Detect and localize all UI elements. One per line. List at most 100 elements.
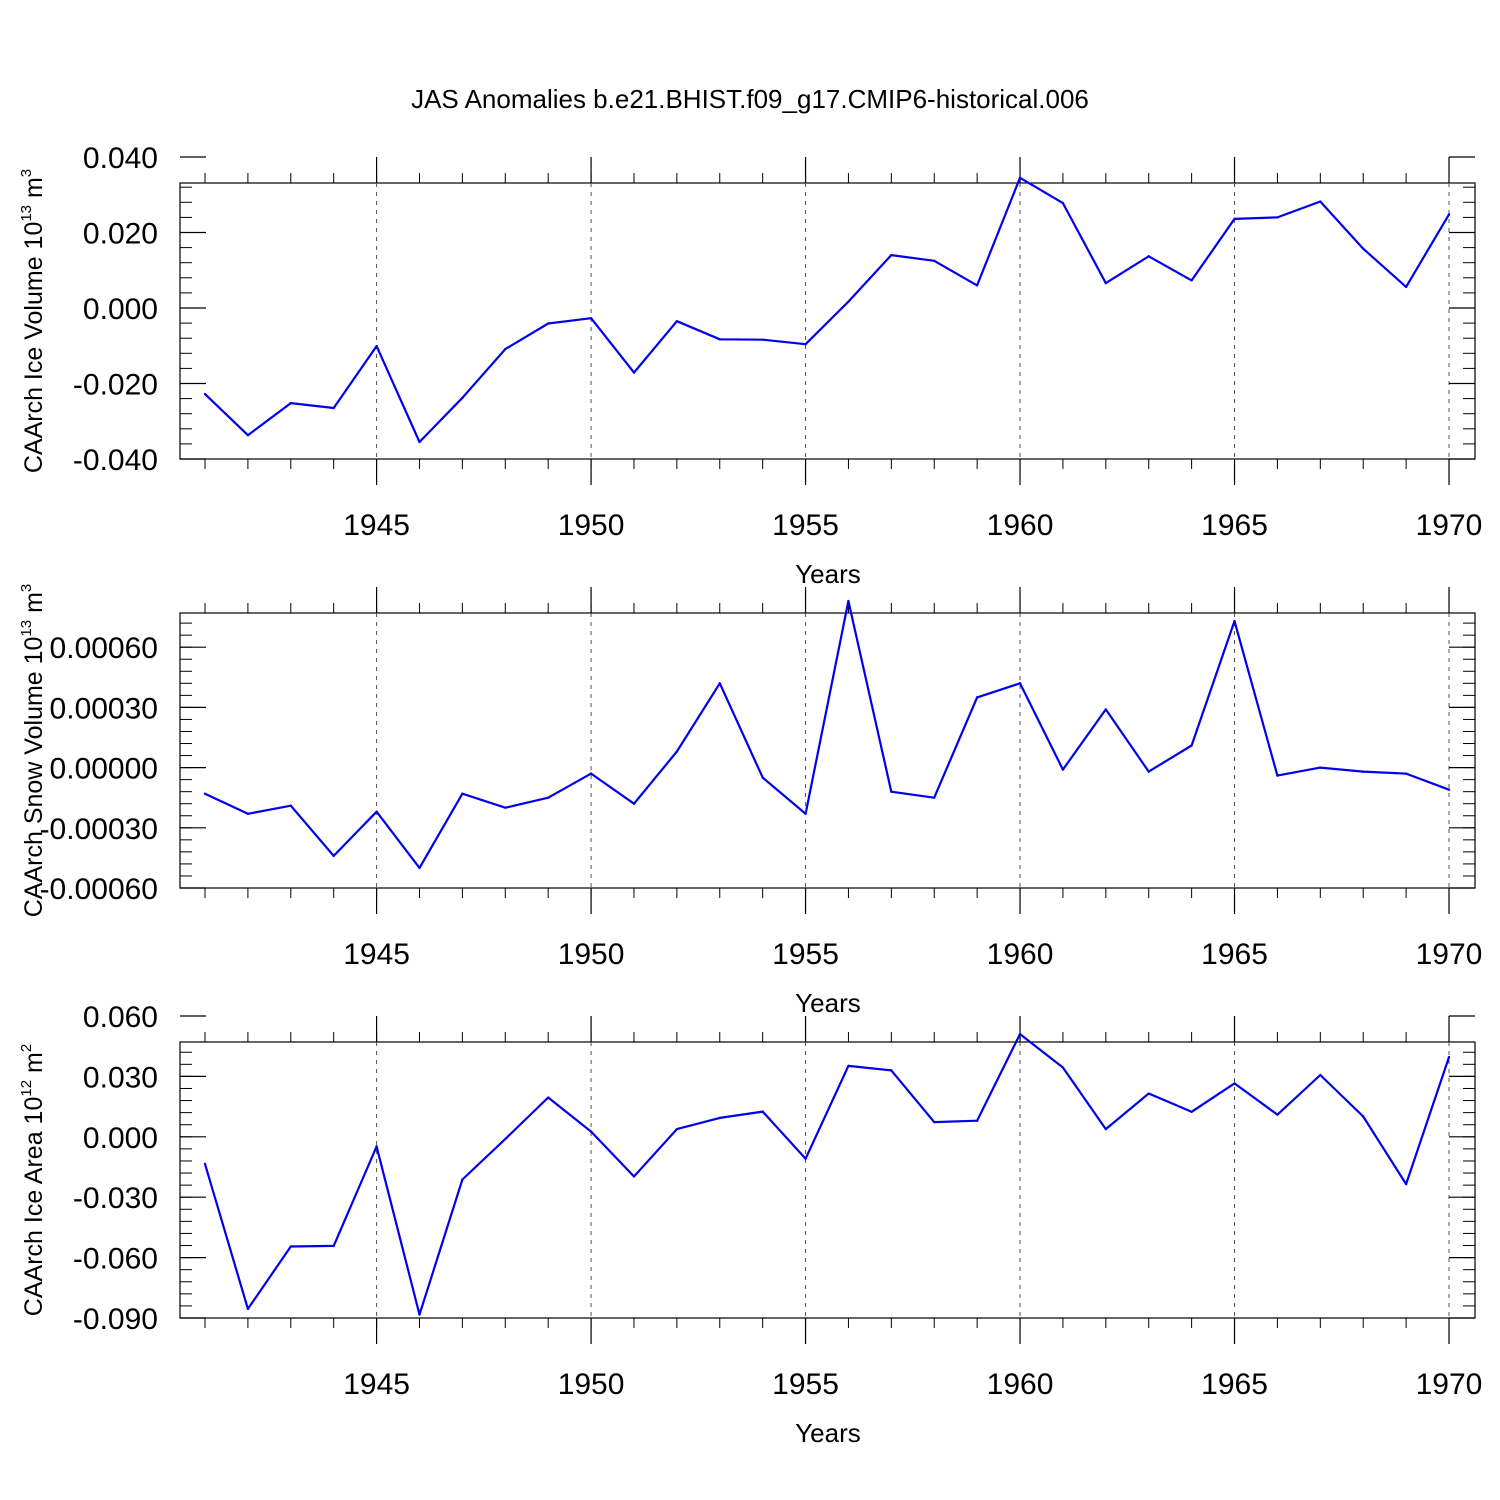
ice-volume-point (1018, 176, 1022, 179)
ice-volume-xtick-label: 1955 (772, 509, 839, 542)
ice-volume-point (589, 316, 593, 320)
snow-volume-point (1190, 744, 1193, 747)
snow-volume-point (933, 796, 936, 799)
ice-volume-point (1061, 201, 1065, 205)
ice-volume-xtick-label: 1945 (343, 509, 410, 542)
snow-volume-point (418, 866, 421, 870)
ice-area-ylabel: CAArch Ice Area 1012 m2 (18, 1044, 48, 1316)
snow-volume-point (847, 599, 850, 603)
ice-area-point (246, 1307, 250, 1311)
ice-volume-point (1233, 217, 1236, 221)
ice-volume-point (546, 322, 550, 325)
snow-volume-point (1447, 788, 1451, 791)
snow-volume-xtick-label: 1945 (343, 938, 410, 971)
ice-area-point (1233, 1082, 1236, 1085)
ice-area-ytick-label: 0.000 (83, 1122, 158, 1155)
snow-volume-point (1104, 708, 1108, 711)
ice-area-ytick-label: 0.030 (83, 1061, 158, 1094)
snow-volume-xtick-label: 1950 (558, 938, 625, 971)
ice-volume-point (1362, 247, 1365, 250)
ice-area-point (418, 1313, 421, 1316)
ice-volume-point (632, 371, 636, 374)
snow-volume-series-line (204, 599, 1450, 869)
snow-volume-point (632, 802, 636, 805)
snow-volume-point (375, 810, 378, 813)
snow-volume-ylabel: CAArch Snow Volume 1013 m3 (18, 584, 48, 918)
ice-volume-point (890, 253, 893, 257)
ice-area-point (718, 1116, 721, 1120)
ice-area-point (1276, 1113, 1279, 1116)
snow-volume-point (975, 696, 979, 699)
ice-area-point (890, 1069, 893, 1072)
ice-area-point (675, 1127, 679, 1131)
ice-area-xtick-label: 1970 (1416, 1368, 1483, 1401)
snow-volume-xtick-label: 1955 (772, 938, 839, 971)
ice-volume-point (461, 396, 464, 400)
snow-volume-point (589, 772, 593, 775)
ice-volume-ytick-label: 0.040 (83, 142, 158, 175)
ice-area-point (589, 1130, 593, 1133)
ice-area-frame (179, 1041, 1476, 1319)
ice-volume-ytick-label: 0.000 (83, 293, 158, 326)
ice-area-series-line (203, 1033, 1451, 1316)
ice-volume-xtick-label: 1950 (558, 509, 625, 542)
ice-volume-ytick-label: 0.020 (83, 218, 158, 251)
ice-volume-point (246, 434, 250, 437)
snow-volume-ytick-label: -0.00030 (40, 813, 158, 846)
ice-area-point (504, 1137, 507, 1141)
snow-volume-panel: 1945 1950 1955 1960 1965 1970 -0.00060 -0.00030… (18, 584, 1482, 1018)
snow-volume-point (289, 804, 292, 807)
snow-volume-point (461, 792, 464, 795)
ice-volume-xlabel: Years (795, 559, 861, 589)
ice-volume-xtick-label: 1965 (1201, 509, 1268, 542)
snow-volume-point (1362, 770, 1365, 773)
ice-volume-point (1276, 216, 1279, 219)
ice-area-point (632, 1175, 636, 1178)
snow-volume-point (546, 796, 550, 799)
snow-volume-point (1018, 682, 1022, 685)
ice-area-point (1447, 1055, 1451, 1059)
snow-volume-point (504, 806, 507, 809)
ice-volume-point (933, 259, 936, 263)
ice-area-point (847, 1064, 850, 1068)
ice-volume-frame (179, 182, 1476, 460)
snow-volume-frame (179, 612, 1476, 889)
ice-volume-point (761, 338, 764, 341)
ice-area-point (933, 1120, 936, 1124)
snow-volume-point (890, 790, 893, 793)
ice-area-point (461, 1178, 464, 1181)
ice-area-panel: 1945 1950 1955 1960 1965 1970 -0.090 -0.060 -0.0… (18, 1001, 1482, 1448)
ice-area-point (804, 1157, 807, 1160)
snow-volume-ytick-label: 0.00030 (50, 692, 158, 725)
ice-area-point (546, 1096, 550, 1099)
ice-volume-point (1190, 279, 1193, 282)
snow-volume-point (1276, 774, 1279, 777)
ice-volume-point (975, 284, 979, 287)
snow-volume-point (1233, 619, 1236, 623)
ice-volume-point (1147, 255, 1150, 258)
ice-volume-point (375, 344, 378, 348)
snow-volume-point (203, 792, 207, 795)
ice-area-point (332, 1244, 335, 1248)
chart-title: JAS Anomalies b.e21.BHIST.f09_g17.CMIP6-… (411, 84, 1089, 114)
ice-area-point (1104, 1127, 1108, 1131)
ice-volume-point (203, 392, 207, 396)
ice-volume-point (718, 338, 721, 341)
snow-volume-xtick-label: 1965 (1201, 938, 1268, 971)
ice-area-point (1147, 1092, 1150, 1095)
ice-volume-point (504, 347, 507, 351)
ice-area-point (1404, 1182, 1408, 1186)
snow-volume-xtick-label: 1970 (1416, 938, 1483, 971)
ice-volume-point (418, 440, 421, 444)
ice-area-xlabel: Years (795, 1418, 861, 1448)
ice-volume-xtick-label: 1970 (1416, 509, 1483, 542)
snow-volume-point (761, 776, 764, 779)
ice-volume-xtick-label: 1960 (987, 509, 1054, 542)
ice-volume-ytick-label: -0.020 (73, 369, 158, 402)
snow-volume-xtick-label: 1960 (987, 938, 1054, 971)
ice-area-point (375, 1145, 378, 1148)
snow-volume-point (246, 812, 250, 815)
snow-volume-ytick-label: 0.00000 (50, 753, 158, 786)
ice-volume-ytick-label: -0.040 (73, 444, 158, 477)
snow-volume-ytick-label: 0.00060 (50, 632, 158, 665)
